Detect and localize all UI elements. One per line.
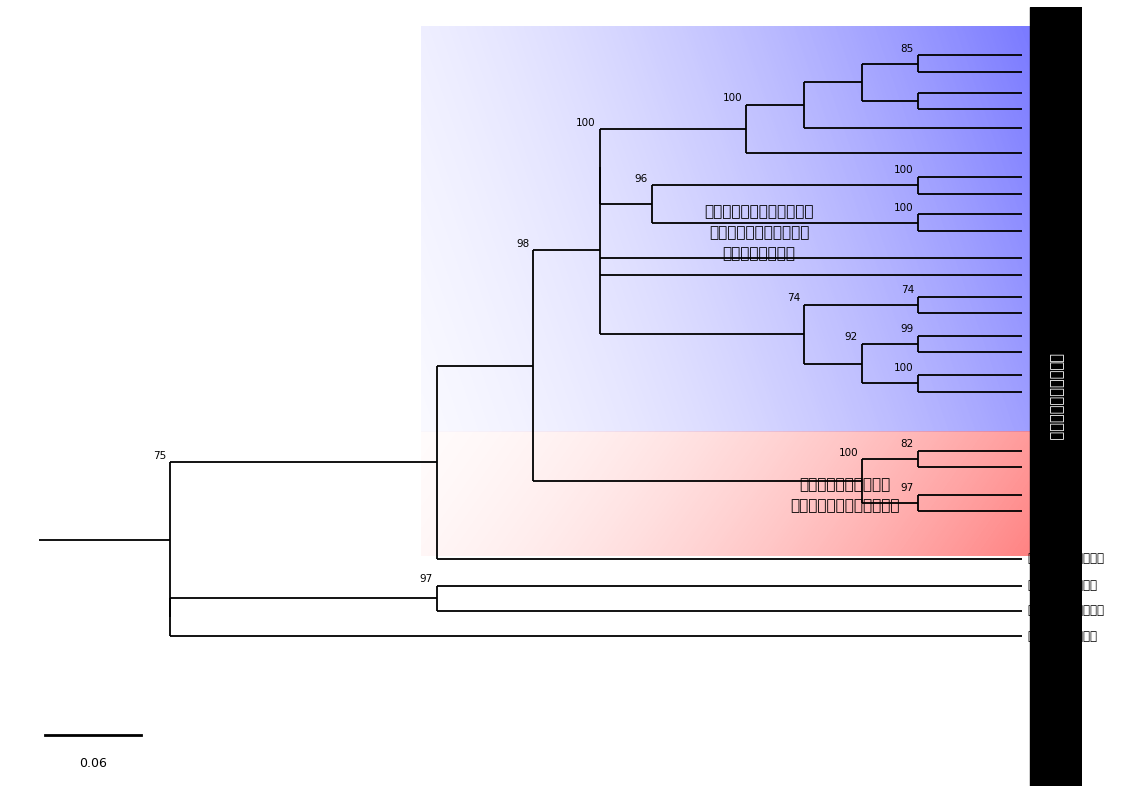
Text: 99: 99 bbox=[901, 324, 914, 334]
Text: 74: 74 bbox=[901, 285, 914, 295]
Text: 100: 100 bbox=[894, 165, 914, 175]
Text: トウホクサンショウウオ: トウホクサンショウウオ bbox=[1028, 552, 1105, 565]
Text: 98: 98 bbox=[516, 239, 530, 249]
Text: 100: 100 bbox=[894, 363, 914, 374]
Text: カスミサンショウウオ: カスミサンショウウオ bbox=[1028, 630, 1097, 643]
Text: 74: 74 bbox=[787, 293, 800, 304]
Text: 85: 85 bbox=[901, 44, 914, 54]
Text: 97: 97 bbox=[901, 483, 914, 493]
Text: 82: 82 bbox=[901, 439, 914, 450]
Text: 75: 75 bbox=[153, 450, 166, 461]
Text: トウキョウサンショウウオ
（千葉・神奈川・東京・
埼玉・栃木南部）: トウキョウサンショウウオ （千葉・神奈川・東京・ 埼玉・栃木南部） bbox=[705, 205, 813, 262]
Text: 100: 100 bbox=[838, 448, 858, 458]
Text: 0.06: 0.06 bbox=[79, 757, 107, 770]
Text: 核ゲノム配列の系統樹: 核ゲノム配列の系統樹 bbox=[1048, 353, 1063, 440]
Text: セトウチサンショウウオ: セトウチサンショウウオ bbox=[1028, 604, 1105, 617]
Text: 97: 97 bbox=[420, 574, 432, 584]
Bar bbox=[1030, 7, 1082, 786]
Text: 100: 100 bbox=[894, 203, 914, 213]
Text: 92: 92 bbox=[845, 332, 858, 343]
Text: ヤマトサンショウウオ: ヤマトサンショウウオ bbox=[1028, 580, 1097, 592]
Text: イワキサンショウウオ
（福島・茨城・栃木東部）: イワキサンショウウオ （福島・茨城・栃木東部） bbox=[790, 477, 900, 512]
Text: 96: 96 bbox=[634, 174, 647, 184]
Text: 100: 100 bbox=[577, 117, 596, 128]
Text: 100: 100 bbox=[723, 94, 742, 103]
